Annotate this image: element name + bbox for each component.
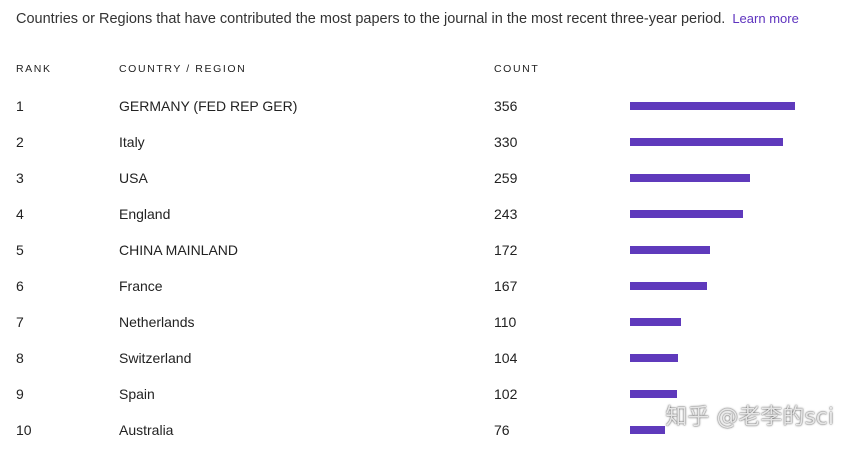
table-row: 5 CHINA MAINLAND 172 <box>0 240 856 276</box>
count-bar <box>630 102 795 110</box>
count-cell: 172 <box>494 242 518 258</box>
rank-cell: 3 <box>16 170 24 186</box>
country-cell: France <box>119 278 163 294</box>
country-cell: Australia <box>119 422 174 438</box>
country-cell: Switzerland <box>119 350 192 366</box>
rank-cell: 1 <box>16 98 24 114</box>
count-bar <box>630 138 783 146</box>
count-cell: 167 <box>494 278 518 294</box>
table-row: 2 Italy 330 <box>0 132 856 168</box>
count-bar <box>630 174 750 182</box>
country-cell: Netherlands <box>119 314 195 330</box>
table-row: 1 GERMANY (FED REP GER) 356 <box>0 96 856 132</box>
count-cell: 259 <box>494 170 518 186</box>
table-row: 3 USA 259 <box>0 168 856 204</box>
country-cell: Italy <box>119 134 145 150</box>
watermark-text: 知乎 @老李的sci <box>665 405 834 430</box>
count-column-header: COUNT <box>494 63 540 75</box>
count-cell: 104 <box>494 350 518 366</box>
country-column-header: COUNTRY / REGION <box>119 63 247 75</box>
rank-cell: 7 <box>16 314 24 330</box>
count-cell: 76 <box>494 422 510 438</box>
learn-more-link[interactable]: Learn more <box>732 11 799 26</box>
count-bar <box>630 246 710 254</box>
table-row: 8 Switzerland 104 <box>0 348 856 384</box>
rank-cell: 4 <box>16 206 24 222</box>
table-row: 10 Australia 76 <box>0 420 856 449</box>
country-cell: England <box>119 206 171 222</box>
rank-cell: 5 <box>16 242 24 258</box>
country-cell: USA <box>119 170 148 186</box>
rank-cell: 10 <box>16 422 32 438</box>
count-cell: 102 <box>494 386 518 402</box>
table-row: 6 France 167 <box>0 276 856 312</box>
count-bar <box>630 210 743 218</box>
count-bar <box>630 426 665 434</box>
count-cell: 243 <box>494 206 518 222</box>
rank-cell: 8 <box>16 350 24 366</box>
table-row: 7 Netherlands 110 <box>0 312 856 348</box>
table-row: 4 England 243 <box>0 204 856 240</box>
intro-text: Countries or Regions that have contribut… <box>16 11 726 27</box>
table-row: 9 Spain 102 <box>0 384 856 420</box>
intro-description: Countries or Regions that have contribut… <box>16 9 799 29</box>
country-cell: GERMANY (FED REP GER) <box>119 98 298 114</box>
count-bar <box>630 318 681 326</box>
count-cell: 110 <box>494 314 517 330</box>
country-cell: CHINA MAINLAND <box>119 242 239 258</box>
count-bar <box>630 390 677 398</box>
count-cell: 356 <box>494 98 518 114</box>
rank-cell: 2 <box>16 134 24 150</box>
rank-column-header: RANK <box>16 63 52 75</box>
count-bar <box>630 354 678 362</box>
rank-cell: 9 <box>16 386 24 402</box>
rank-cell: 6 <box>16 278 24 294</box>
country-cell: Spain <box>119 386 155 402</box>
count-bar <box>630 282 707 290</box>
count-cell: 330 <box>494 134 518 150</box>
